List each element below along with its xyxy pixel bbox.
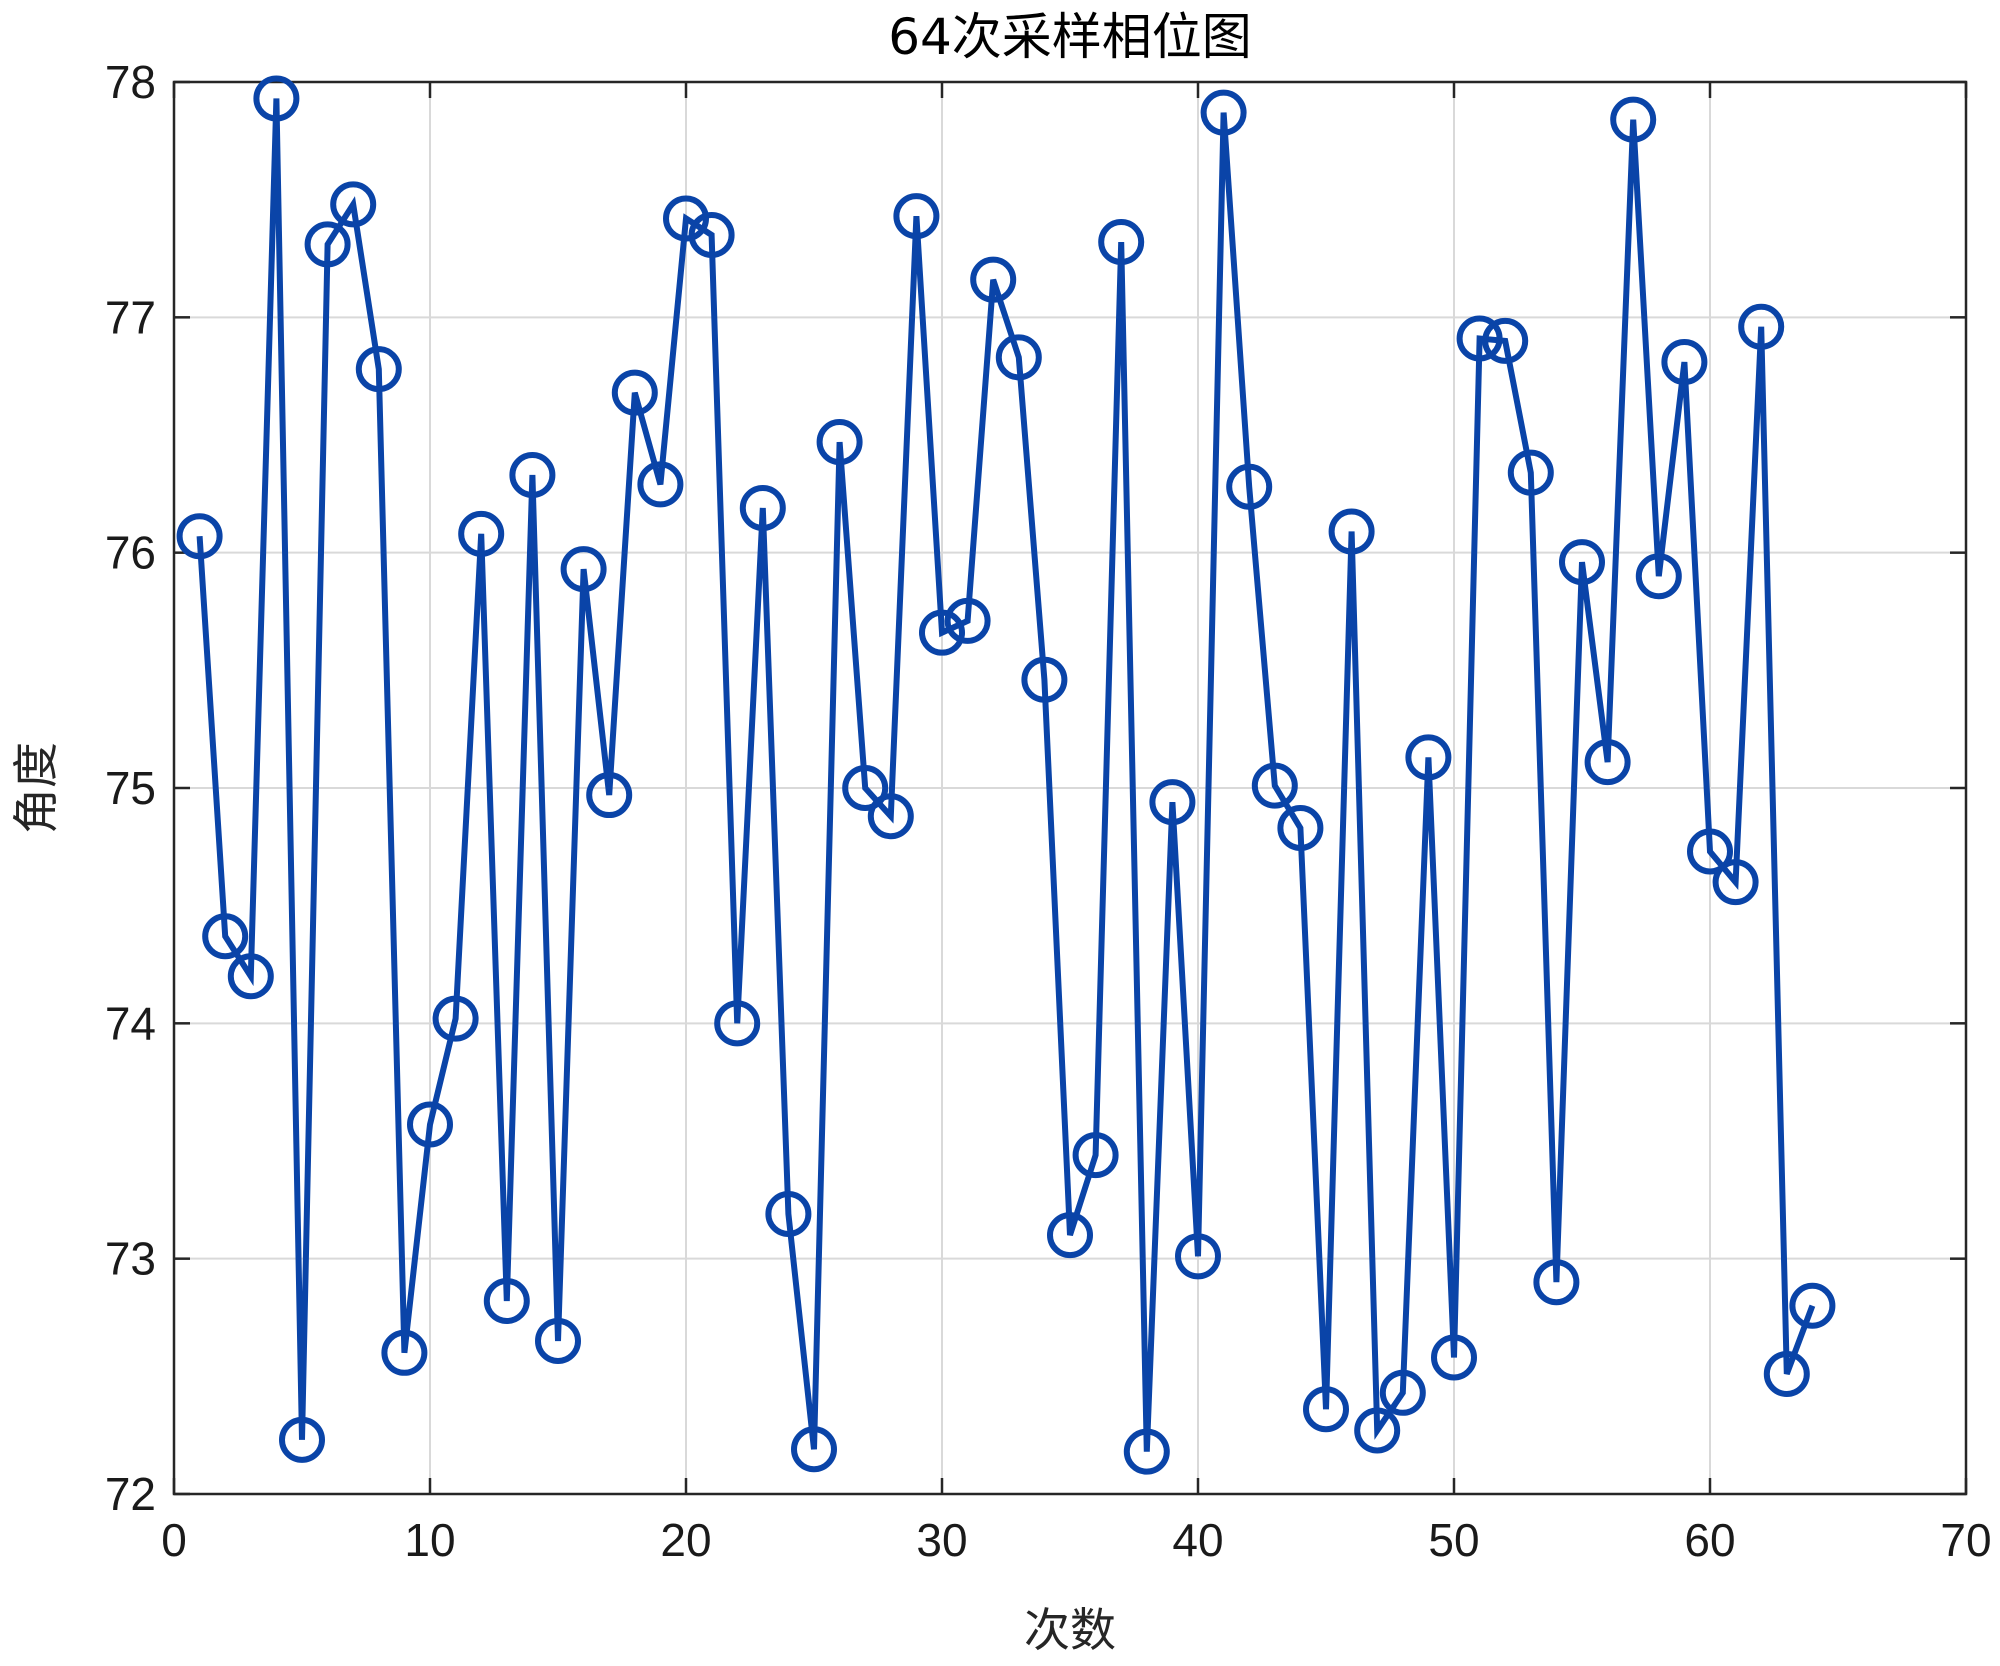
data-point [355,346,402,393]
data-point [816,419,863,466]
data-point [1763,1350,1810,1397]
data-point [304,221,351,268]
data-point [586,772,633,819]
data-point [1072,1132,1119,1179]
data-point [1635,553,1682,600]
data-point [970,256,1017,303]
data-point [611,369,658,416]
data-point [1507,449,1554,496]
data-point [1738,303,1785,350]
data-point [535,1318,581,1365]
x-tick-label: 40 [1172,1514,1223,1566]
data-point [1789,1282,1836,1329]
data-point [253,75,300,122]
x-tick-label: 60 [1684,1514,1735,1566]
data-point [1149,779,1196,826]
data-point [1687,828,1733,875]
data-point [1303,1386,1349,1433]
data-point [432,995,479,1042]
y-tick-label: 76 [105,527,156,579]
data-point [1712,859,1759,906]
data-point [739,484,786,531]
data-point [1379,1369,1426,1416]
x-tick-label: 10 [404,1514,455,1566]
data-point [1251,762,1298,809]
data-point [893,193,940,240]
data-point [919,609,965,656]
x-axis-label: 次数 [1024,1603,1116,1657]
x-tick-label: 20 [660,1514,711,1566]
data-point [1661,339,1708,386]
data-point [995,334,1042,381]
data-point [1431,1334,1477,1381]
data-point [1482,317,1529,364]
data-point [1098,219,1145,266]
data-point [1610,96,1657,143]
data-point [483,1278,530,1325]
data-point [1328,508,1375,555]
x-tick-label: 50 [1428,1514,1479,1566]
y-tick-label: 74 [105,997,156,1049]
data-point [1047,1212,1093,1259]
y-tick-label: 73 [105,1233,156,1285]
y-axis-label: 角度 [9,742,63,834]
data-point [1200,89,1247,136]
x-tick-label: 0 [161,1514,187,1566]
data-point [458,510,505,557]
data-point [1226,463,1273,510]
data-point [407,1101,453,1148]
data-point [765,1190,812,1237]
axis-ticks: 0 10 20 30 40 50 60 70 72 73 74 75 76 77 78 [105,56,1992,1566]
data-point [1021,656,1068,703]
y-tick-label: 72 [105,1468,156,1520]
data-point [560,546,607,593]
data-point [1533,1259,1580,1306]
data-point [227,953,274,1000]
data-point [1123,1428,1170,1475]
x-tick-label: 70 [1940,1514,1991,1566]
data-point [1456,315,1503,362]
data-point [381,1329,428,1376]
chart-title: 64次采样相位图 [888,8,1252,66]
data-series [176,75,1836,1475]
data-point [1559,539,1605,586]
data-point [1405,734,1452,781]
y-tick-label: 75 [105,762,156,814]
data-point [202,913,249,960]
x-tick-label: 30 [916,1514,967,1566]
data-point [176,513,223,560]
data-point [1277,805,1324,852]
data-point [842,765,889,811]
data-point [279,1416,325,1463]
series-line [196,98,1816,1452]
data-point [1584,739,1631,786]
y-tick-label: 78 [105,56,156,108]
data-point [688,211,735,258]
data-point [1175,1233,1221,1280]
data-point [1354,1407,1401,1454]
data-point [867,793,914,840]
data-point [637,461,684,508]
data-point [791,1426,837,1473]
data-point [509,452,556,499]
data-point [714,1000,761,1047]
y-tick-label: 77 [105,291,156,343]
data-point [330,181,377,228]
data-point [944,597,991,644]
